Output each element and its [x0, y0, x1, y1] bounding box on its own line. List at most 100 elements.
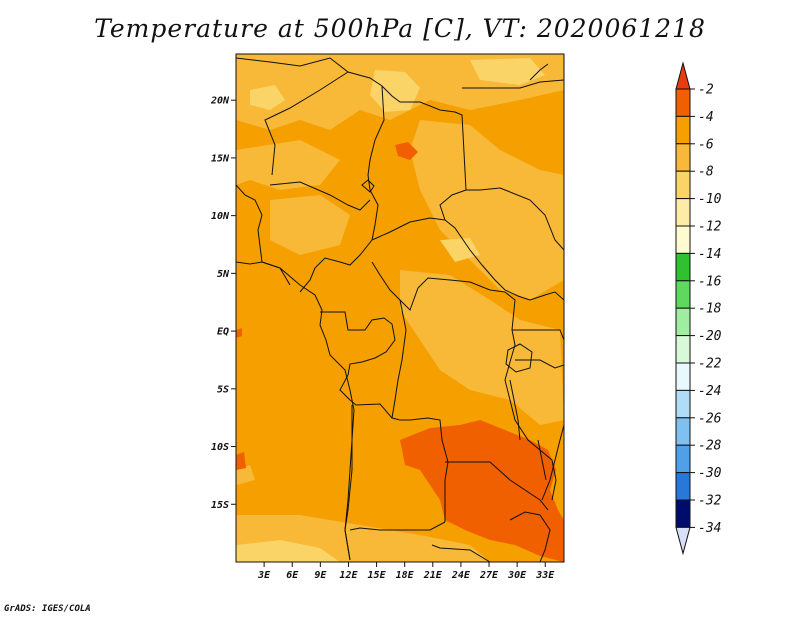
cool-patch — [400, 270, 564, 425]
colorbar-swatch — [675, 88, 691, 117]
warm-patch — [400, 420, 564, 562]
lake-tanganyika — [509, 379, 521, 441]
colorbar-label: -10 — [698, 192, 722, 207]
colorbar-label: -8 — [698, 165, 714, 180]
lat-tick-label: 10S — [211, 442, 229, 453]
border-line — [466, 187, 501, 191]
lat-tick-label: 15S — [211, 500, 229, 511]
colorbar-label: -30 — [698, 466, 722, 481]
border-line — [371, 261, 506, 311]
colorbar-label: -20 — [698, 329, 722, 344]
colorbar-swatch — [675, 115, 691, 145]
border-line — [529, 291, 564, 301]
colorbar-swatch — [675, 143, 691, 172]
colorbar-swatch — [675, 225, 691, 254]
cooler-patch — [440, 238, 480, 262]
colorbar-label: -24 — [698, 384, 721, 399]
colorbar: -2 -4 -6 -8 -10 -12 -14 -16 -18 -20 -22 -24 -26 -28 -3… — [675, 61, 722, 556]
border-line — [539, 449, 557, 501]
warm-patch — [236, 452, 246, 470]
border-line — [299, 85, 385, 293]
border-line — [264, 71, 349, 176]
colorbar-swatch — [675, 362, 691, 391]
colorbar-swatch — [675, 198, 691, 227]
border-line — [269, 181, 371, 211]
border-line — [320, 311, 396, 401]
lon-tick-label: 24E — [451, 570, 471, 581]
lon-tick-label: 33E — [535, 570, 555, 581]
field-warm-patches — [236, 142, 564, 562]
colorbar-swatch — [675, 417, 691, 446]
lat-tick-label: 10N — [211, 211, 230, 222]
colorbar-label: -2 — [698, 83, 714, 98]
cool-patch — [270, 195, 350, 255]
warm-patch — [236, 328, 242, 338]
coastline — [236, 261, 355, 561]
cool-patch — [410, 120, 564, 300]
red-sea-coast — [529, 63, 549, 81]
lake-victoria — [505, 343, 533, 373]
colorbar-label: -16 — [698, 274, 722, 289]
lon-tick-label: 3E — [257, 570, 271, 581]
longitude-axis: 3E 6E 9E 12E 15E 18E 21E 24E 27E 30E 33E — [257, 562, 555, 581]
country-borders — [236, 57, 564, 562]
cooler-patch — [236, 540, 340, 562]
lake-chad — [361, 179, 375, 193]
lon-tick-label: 12E — [339, 570, 358, 581]
lon-tick-label: 21E — [423, 570, 443, 581]
border-line — [236, 57, 531, 301]
border-line — [349, 521, 446, 531]
map-frame — [235, 53, 565, 563]
cool-patch — [236, 465, 255, 485]
border-line — [371, 217, 446, 241]
border-line — [541, 424, 564, 501]
border-line — [515, 359, 564, 369]
lat-tick-label: 5N — [217, 269, 230, 280]
warm-patch — [395, 142, 418, 160]
colorbar-swatch — [675, 252, 691, 282]
lon-tick-label: 6E — [286, 570, 299, 581]
colorbar-label: -22 — [698, 357, 722, 372]
colorbar-swatch — [675, 335, 691, 364]
colorbar-swatch — [675, 472, 691, 501]
colorbar-label: -6 — [698, 137, 714, 152]
lake-malawi — [537, 439, 547, 481]
colorbar-swatch — [675, 307, 691, 337]
border-line — [512, 329, 564, 341]
lon-tick-label: 9E — [314, 570, 327, 581]
cooler-patch — [250, 85, 285, 110]
lon-tick-label: 15E — [368, 570, 387, 581]
latitude-axis: 20N 15N 10N 5N EQ 5S 10S 15S — [210, 96, 236, 511]
colorbar-swatch — [675, 389, 691, 419]
colorbar-label: -28 — [698, 439, 722, 454]
colorbar-top-arrow — [675, 61, 691, 90]
colorbar-label: -14 — [698, 247, 721, 262]
colorbar-label: -4 — [698, 110, 714, 125]
cooler-patch — [470, 58, 545, 85]
lat-tick-label: 20N — [210, 96, 230, 107]
colorbar-swatch — [675, 444, 691, 474]
lon-tick-label: 27E — [479, 570, 499, 581]
border-line — [391, 299, 449, 522]
temperature-field — [236, 54, 564, 562]
lat-tick-label: 15N — [211, 153, 230, 164]
map-title: Temperature at 500hPa [C], VT: 202006121… — [94, 14, 706, 43]
colorbar-swatch — [675, 280, 691, 309]
border-line — [499, 187, 564, 251]
border-line — [504, 291, 541, 451]
colorbar-label: -12 — [698, 220, 722, 235]
colorbar-label: -26 — [698, 411, 722, 426]
cool-patch — [236, 140, 340, 190]
colorbar-label: -18 — [698, 302, 722, 317]
colorbar-swatch — [675, 499, 691, 528]
lat-tick-label: EQ — [217, 327, 229, 338]
colorbar-label: -34 — [698, 521, 721, 536]
lon-tick-label: 30E — [507, 570, 527, 581]
colorbar-swatch — [675, 170, 691, 200]
colorbar-bottom-arrow — [675, 526, 691, 556]
border-line — [509, 511, 551, 562]
credit-label: GrADS: IGES/COLA — [4, 604, 91, 614]
border-line — [445, 461, 549, 511]
colorbar-label: -32 — [698, 494, 722, 509]
